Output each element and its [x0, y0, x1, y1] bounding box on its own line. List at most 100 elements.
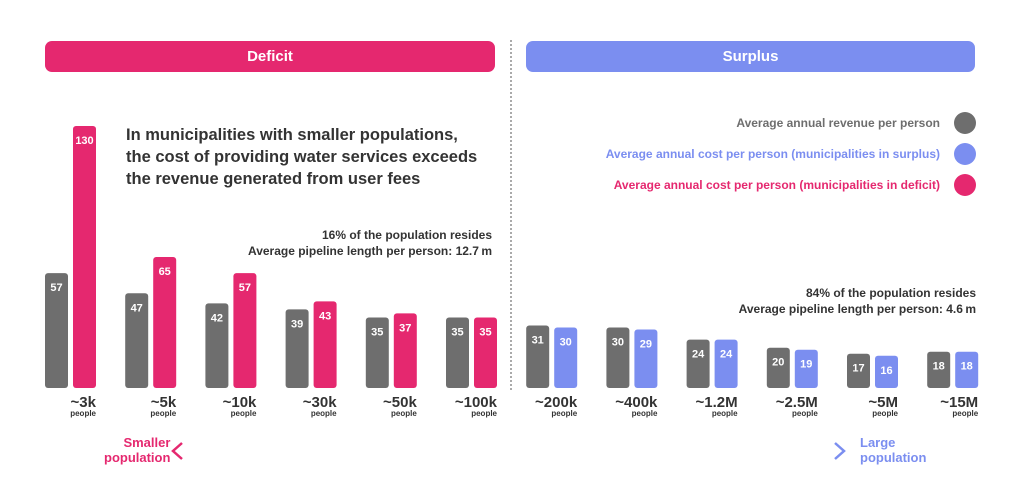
bar-value-label: 39 [291, 318, 303, 330]
category-label: ~5k [151, 394, 177, 411]
surplus-banner: Surplus [526, 41, 975, 72]
category-label: ~100k [455, 394, 498, 411]
revenue-bar [285, 309, 309, 388]
cost-bar [714, 339, 738, 388]
legend-item-surplus-cost: Average annual cost per person (municipa… [606, 143, 976, 165]
bar-value-label: 130 [75, 135, 93, 147]
cost-bar [794, 349, 818, 388]
revenue-bar [365, 317, 389, 388]
deficit-banner-label: Deficit [247, 48, 293, 65]
bar-value-label: 35 [479, 326, 491, 338]
category-label: ~5M [868, 394, 898, 411]
revenue-bar [526, 325, 550, 388]
bar-value-label: 30 [612, 337, 624, 349]
bar-value-label: 37 [399, 322, 411, 334]
cost-bar [313, 301, 337, 388]
category-sublabel: people [471, 409, 497, 418]
surplus-banner-label: Surplus [722, 48, 779, 65]
cost-bar [554, 327, 578, 388]
cost-bar [233, 273, 257, 388]
bar-value-label: 16 [880, 365, 892, 377]
headline-line: the cost of providing water services exc… [126, 148, 478, 166]
axis-label-line: population [860, 450, 927, 465]
revenue-bar [847, 353, 870, 388]
legend-item-deficit-cost: Average annual cost per person (municipa… [614, 174, 976, 196]
bar-value-label: 29 [640, 339, 652, 351]
arrow-left-head-icon [171, 442, 183, 460]
legend-swatch-icon [954, 143, 976, 165]
large-population-label: Large population [860, 435, 926, 465]
category-sublabel: people [632, 409, 658, 418]
legend-label: Average annual cost per person (municipa… [605, 147, 940, 161]
arrow-right-head-icon [834, 442, 846, 460]
category-label: ~400k [615, 394, 658, 411]
category-label: ~15M [940, 394, 978, 411]
pipeline-length: Average pipeline length per person: 12.7… [247, 244, 492, 258]
bar-value-label: 18 [961, 361, 973, 373]
revenue-bar [927, 351, 951, 388]
category-label: ~3k [71, 394, 97, 411]
legend-swatch-icon [954, 174, 976, 196]
bar-value-label: 18 [933, 361, 945, 373]
category-sublabel: people [872, 409, 898, 418]
bar-value-label: 20 [772, 357, 784, 369]
category-label: ~1.2M [695, 394, 737, 411]
cost-bar [73, 126, 96, 388]
bar-value-label: 35 [371, 326, 383, 338]
deficit-banner: Deficit [45, 41, 495, 72]
headline-line: In municipalities with smaller populatio… [126, 126, 458, 144]
bar-value-label: 30 [560, 337, 572, 349]
bar-value-label: 43 [319, 310, 331, 322]
surplus-note: 84% of the population resides Average pi… [739, 285, 976, 317]
revenue-bar [125, 293, 149, 388]
legend-label: Average annual revenue per person [736, 116, 940, 130]
category-sublabel: people [952, 409, 978, 418]
bar-value-label: 42 [211, 312, 223, 324]
axis-label-line: Large [860, 435, 896, 450]
revenue-bar [205, 303, 229, 388]
population-share: 84% of the population resides [805, 286, 976, 300]
bar-value-label: 65 [159, 266, 171, 278]
legend-item-revenue: Average annual revenue per person [736, 112, 976, 134]
population-share: 16% of the population resides [321, 228, 492, 242]
category-label: ~50k [383, 394, 417, 411]
bar-value-label: 57 [239, 282, 251, 294]
bar-value-label: 17 [852, 363, 864, 375]
legend-swatch-icon [954, 112, 976, 134]
bar-value-label: 19 [800, 359, 812, 371]
category-sublabel: people [70, 409, 96, 418]
cost-bar [474, 317, 497, 388]
pipeline-length: Average pipeline length per person: 4.6 … [738, 302, 976, 316]
headline: In municipalities with smaller populatio… [126, 124, 506, 190]
category-label: ~30k [303, 394, 337, 411]
revenue-bar [45, 273, 68, 388]
category-sublabel: people [150, 409, 176, 418]
category-label: ~200k [535, 394, 578, 411]
cost-bar [393, 313, 417, 388]
deficit-note: 16% of the population resides Average pi… [248, 227, 492, 259]
bar-value-label: 35 [451, 326, 463, 338]
bar-value-label: 57 [50, 282, 62, 294]
bar-value-label: 47 [131, 302, 143, 314]
smaller-population-label: Smaller population [104, 435, 170, 465]
revenue-bar [766, 347, 790, 388]
section-divider [510, 40, 512, 390]
axis-label-line: Smaller [123, 435, 171, 450]
category-label: ~2.5M [776, 394, 818, 411]
category-sublabel: people [231, 409, 257, 418]
axis-label-line: population [104, 450, 171, 465]
cost-bar [875, 355, 898, 388]
revenue-bar [446, 317, 469, 388]
category-sublabel: people [391, 409, 417, 418]
bar-value-label: 24 [692, 349, 705, 361]
revenue-bar [606, 327, 630, 388]
revenue-bar [686, 339, 710, 388]
category-sublabel: people [311, 409, 337, 418]
bar-value-label: 24 [720, 349, 733, 361]
legend-label: Average annual cost per person (municipa… [613, 178, 940, 192]
bar-value-label: 31 [532, 335, 544, 347]
cost-bar [955, 351, 979, 388]
category-label: ~10k [223, 394, 257, 411]
